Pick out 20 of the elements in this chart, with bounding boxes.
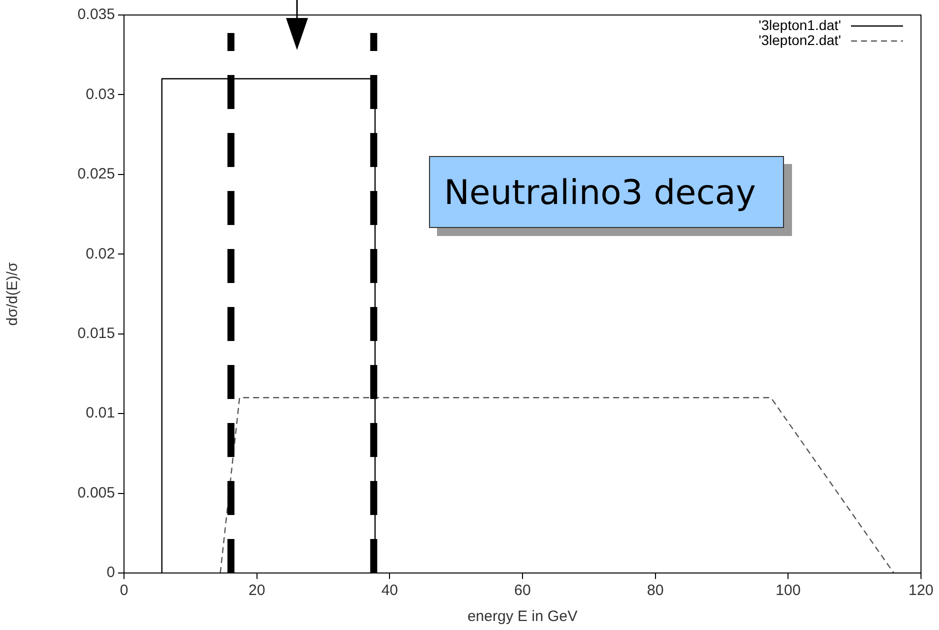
y-tick-label: 0.02: [86, 245, 115, 262]
x-tick-label: 0: [120, 582, 128, 600]
x-tick-label: 100: [776, 582, 801, 600]
x-tick-label: 40: [381, 582, 398, 600]
y-tick-label: 0.035: [77, 6, 115, 24]
legend-label: '3lepton1.dat': [758, 16, 841, 33]
x-axis-title: energy E in GeV: [467, 608, 578, 626]
legend-label: '3lepton2.dat': [758, 32, 841, 48]
y-axis-title: dσ/d(E)/σ: [4, 261, 22, 326]
y-tick-label: 0: [106, 564, 115, 582]
x-tick-label: 20: [248, 582, 266, 600]
y-tick-label: 0.03: [86, 86, 115, 103]
annotation: Neutralino3 decay: [429, 156, 784, 228]
y-tick-label: 0.015: [77, 325, 115, 342]
y-tick-label: 0.005: [77, 484, 115, 502]
x-tick-label: 120: [908, 582, 934, 600]
y-tick-label: 0.01: [86, 404, 115, 422]
x-tick-label: 60: [514, 582, 531, 600]
x-tick-label: 80: [646, 582, 664, 600]
y-tick-label: 0.025: [77, 166, 115, 183]
